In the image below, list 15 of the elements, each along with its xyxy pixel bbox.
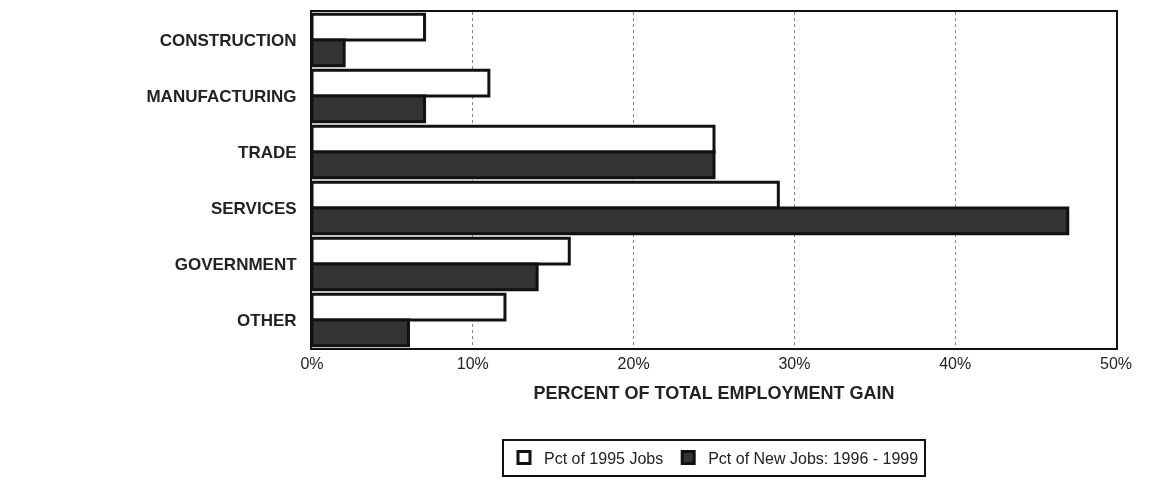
y-tick-label: SERVICES: [210, 198, 297, 218]
x-axis-title: PERCENT OF TOTAL EMPLOYMENT GAIN: [533, 382, 895, 403]
x-tick-label: 0%: [300, 355, 324, 373]
y-tick-label: MANUFACTURING: [146, 86, 297, 106]
x-tick-label: 20%: [617, 355, 650, 373]
y-tick-label: OTHER: [237, 310, 297, 330]
x-tick-label: 30%: [778, 355, 811, 373]
x-tick-label: 10%: [456, 355, 489, 373]
legend-label: Pct of New Jobs: 1996 - 1999: [708, 449, 919, 467]
legend-label: Pct of 1995 Jobs: [544, 449, 664, 467]
x-tick-label: 50%: [1099, 355, 1133, 373]
y-tick-label: TRADE: [238, 142, 297, 162]
y-tick-label: GOVERNMENT: [174, 254, 298, 274]
x-tick-label: 40%: [939, 355, 972, 373]
y-tick-label: CONSTRUCTION: [159, 30, 297, 50]
